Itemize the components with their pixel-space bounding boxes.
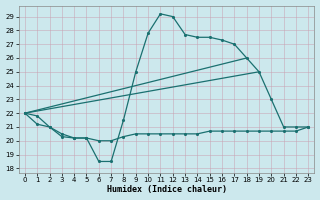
X-axis label: Humidex (Indice chaleur): Humidex (Indice chaleur) bbox=[107, 185, 227, 194]
